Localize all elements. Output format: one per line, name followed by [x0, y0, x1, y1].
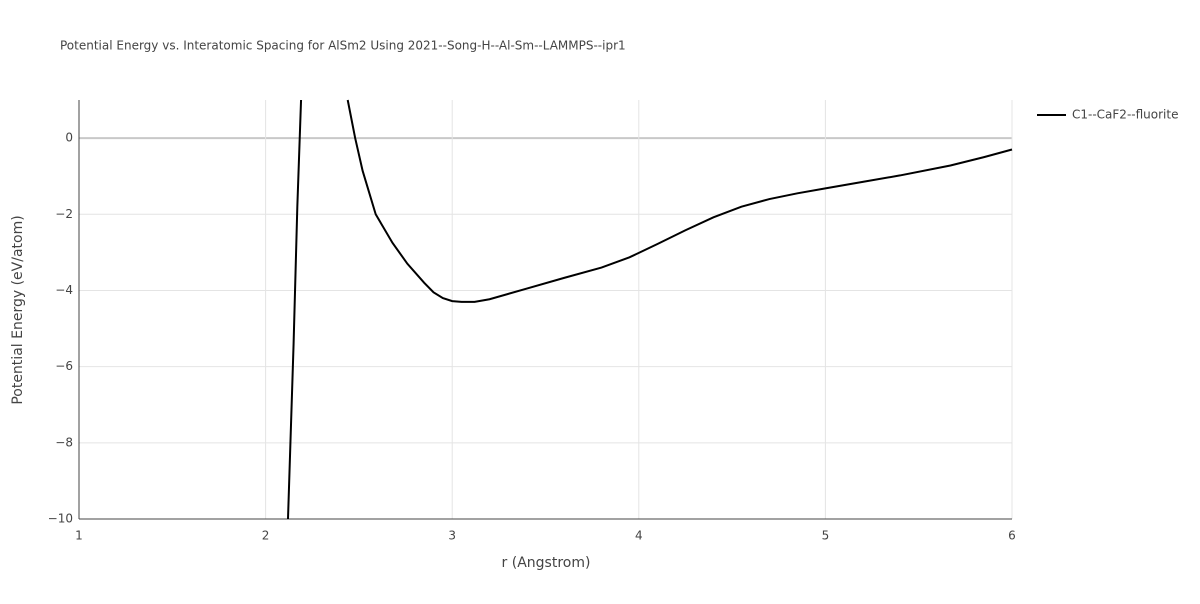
y-axis-label: Potential Energy (eV/atom) — [10, 215, 26, 404]
x-tick-label: 2 — [262, 529, 270, 543]
x-tick-label: 1 — [75, 529, 83, 543]
y-tick-label: 0 — [65, 131, 73, 145]
chart-title: Potential Energy vs. Interatomic Spacing… — [60, 39, 626, 53]
legend-label: C1--CaF2--fluorite — [1072, 108, 1178, 122]
y-tick-label: −6 — [55, 359, 73, 373]
x-axis-label: r (Angstrom) — [502, 555, 591, 571]
x-tick-label: 6 — [1008, 529, 1016, 543]
x-tick-label: 3 — [448, 529, 456, 543]
y-tick-label: −4 — [55, 283, 73, 297]
x-tick-label: 4 — [635, 529, 643, 543]
y-tick-label: −8 — [55, 435, 73, 449]
y-tick-label: −2 — [55, 207, 73, 221]
y-tick-label: −10 — [48, 512, 73, 526]
line — [286, 99, 1013, 520]
x-tick-label: 5 — [822, 529, 830, 543]
